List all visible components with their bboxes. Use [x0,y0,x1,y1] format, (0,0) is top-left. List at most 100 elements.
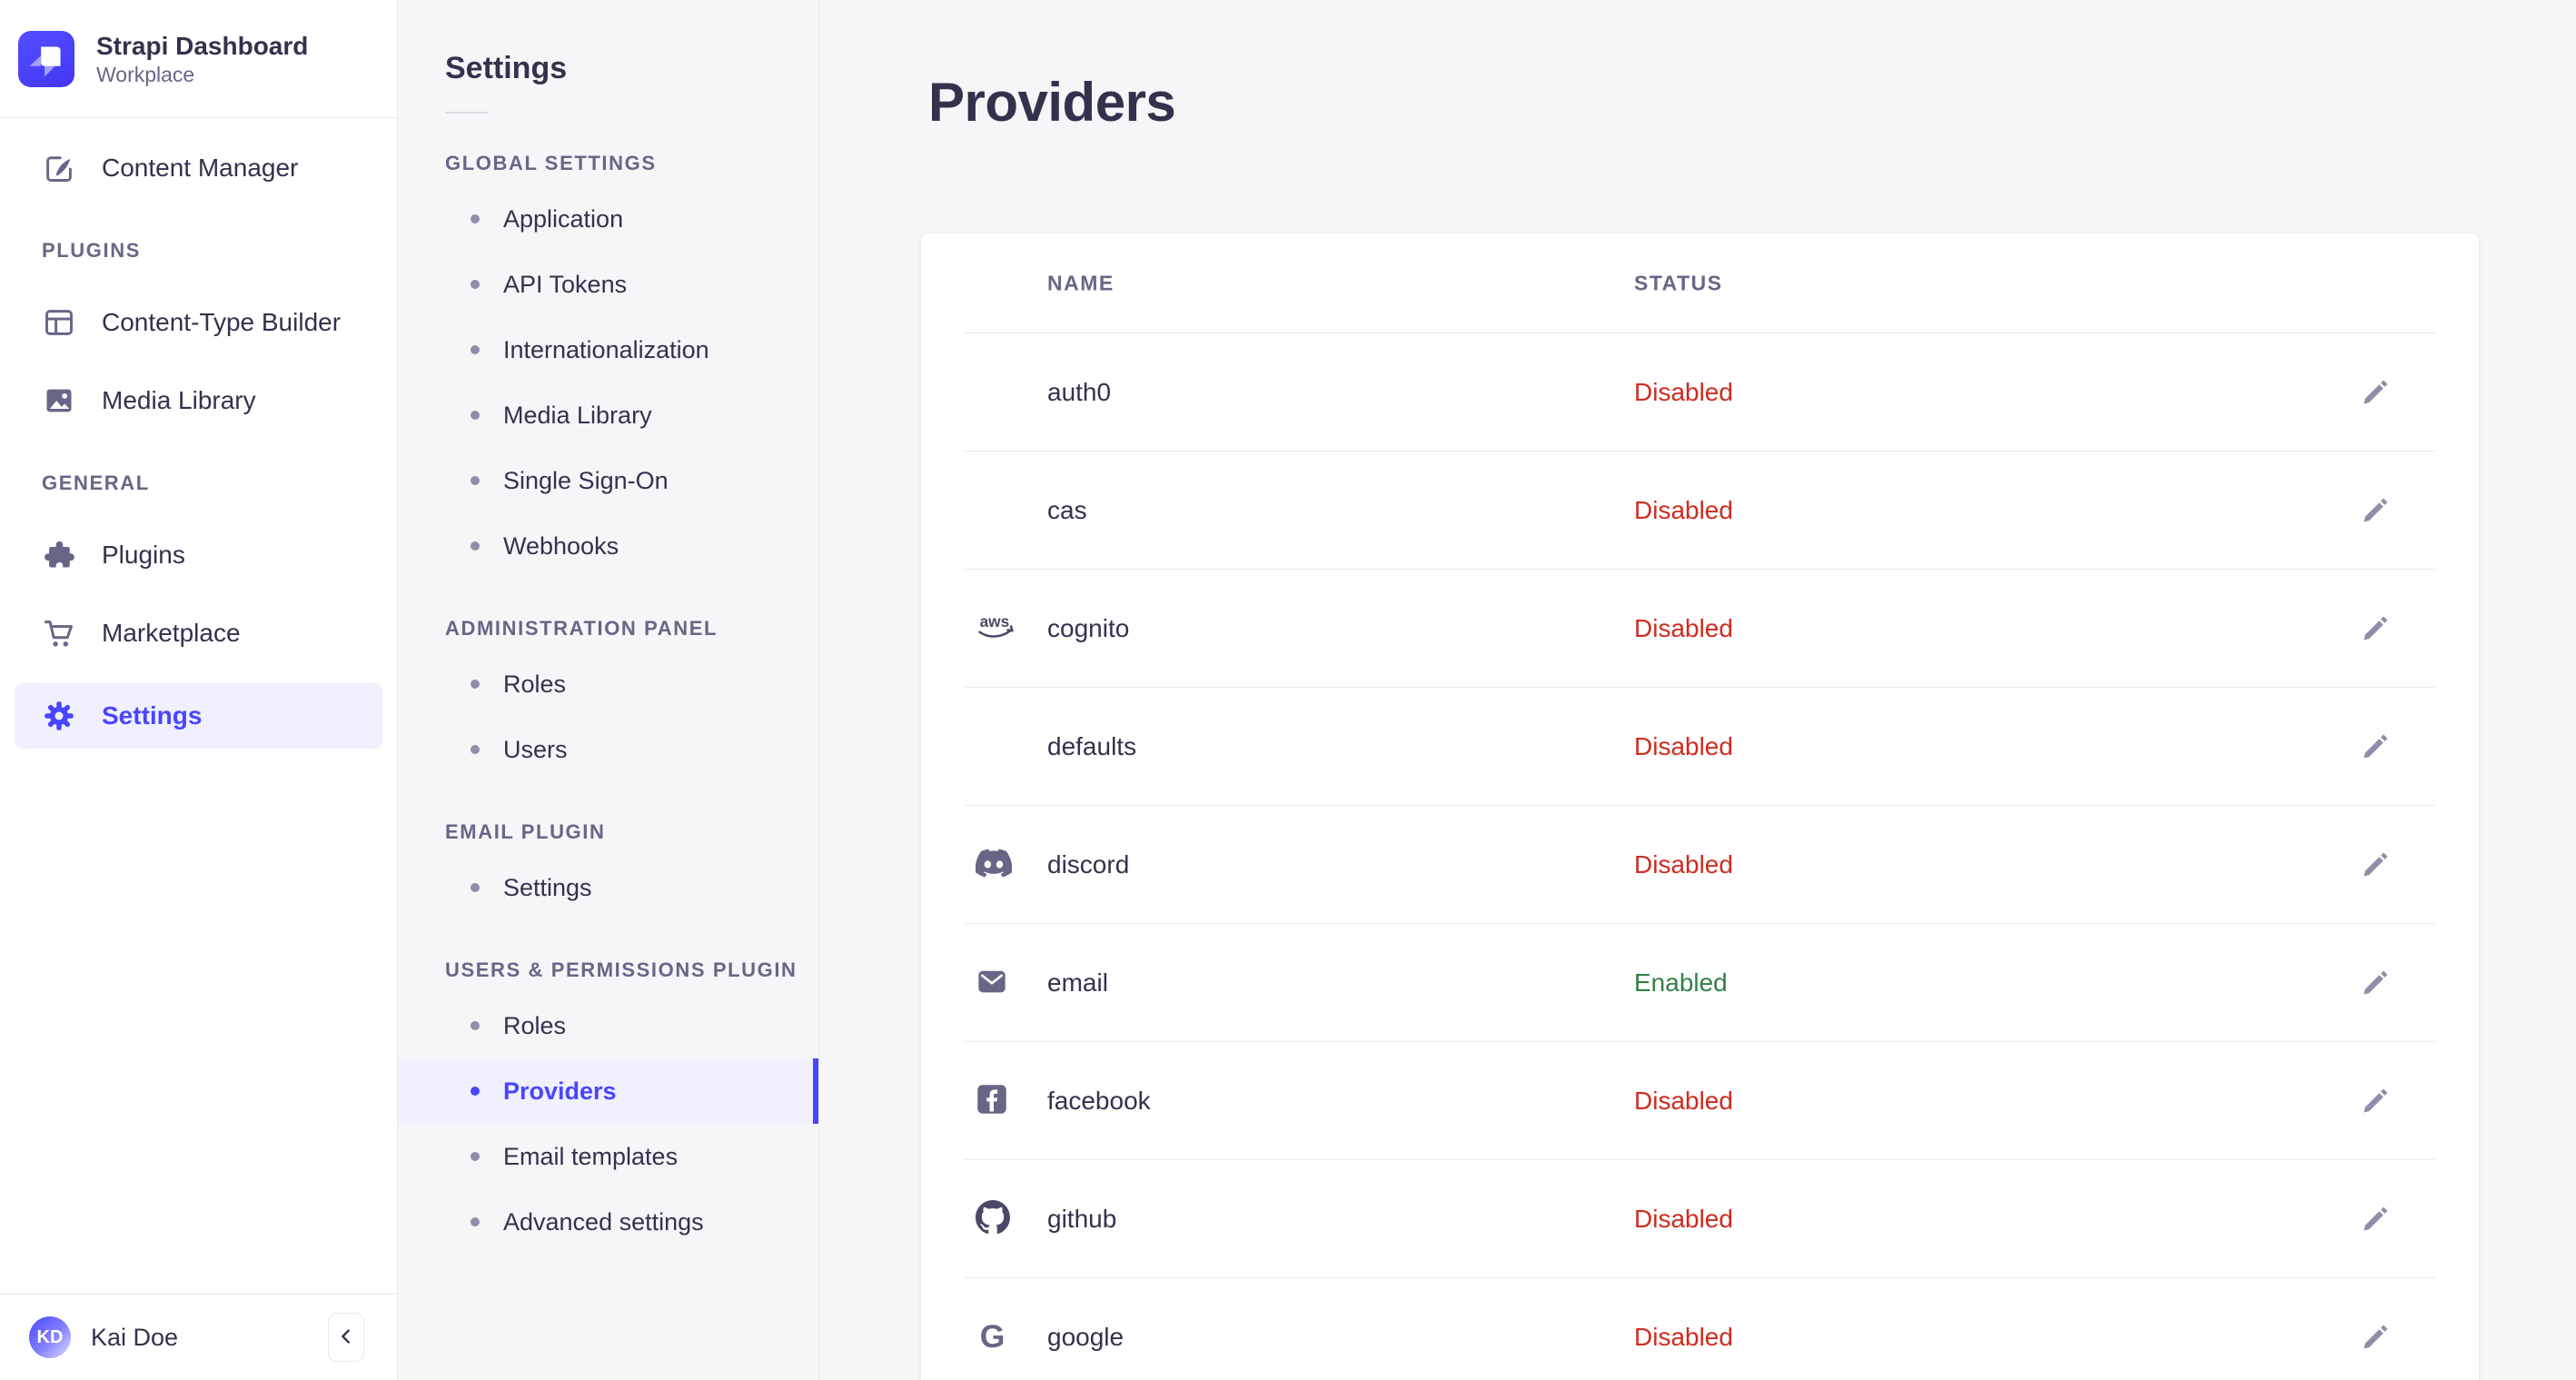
layout-grid-icon [42,305,76,340]
settings-nav-item-api-tokens[interactable]: API Tokens [398,252,818,317]
edit-provider-button[interactable] [2354,371,2398,414]
main-sidebar: Strapi Dashboard Workplace Content Manag… [0,0,398,1380]
settings-nav-item-settings[interactable]: Settings [398,855,818,920]
provider-row[interactable]: discord Disabled [921,806,2479,924]
pencil-icon [2361,849,2392,882]
sidebar-item-marketplace[interactable]: Marketplace [0,605,397,661]
edit-provider-button[interactable] [2354,1315,2398,1359]
main-content: Providers NAME STATUS auth0 Disabled cas… [819,0,2576,1380]
provider-row[interactable]: defaults Disabled [921,688,2479,806]
shopping-cart-icon [42,616,76,650]
user-name: Kai Doe [91,1323,179,1351]
bullet-icon [471,476,480,485]
sidebar-section-general: GENERAL [42,472,150,494]
bullet-icon [471,1087,480,1096]
pencil-icon [2361,967,2392,1000]
settings-nav-item-label: Webhooks [503,531,619,560]
workspace-brand[interactable]: Strapi Dashboard Workplace [0,0,397,118]
provider-name: github [1047,1205,1117,1233]
bullet-icon [471,745,480,754]
provider-row[interactable]: aws cognito Disabled [921,570,2479,688]
provider-status: Disabled [1634,378,1733,406]
sidebar-item-content-manager[interactable]: Content Manager [0,140,397,196]
edit-provider-button[interactable] [2354,1079,2398,1123]
settings-nav-item-roles[interactable]: Roles [398,993,818,1058]
settings-nav-item-application[interactable]: Application [398,186,818,252]
settings-nav-section-label: USERS & PERMISSIONS PLUGIN [445,958,798,981]
settings-nav-item-roles[interactable]: Roles [398,651,818,717]
sidebar-item-media-library[interactable]: Media Library [0,372,397,429]
edit-provider-button[interactable] [2354,843,2398,887]
edit-provider-button[interactable] [2354,607,2398,650]
pencil-icon [2361,730,2392,764]
settings-nav-section-label: ADMINISTRATION PANEL [445,617,718,640]
settings-nav-item-label: Internationalization [503,335,709,363]
settings-nav-section-label: GLOBAL SETTINGS [445,152,657,174]
settings-nav-item-label: Roles [503,1011,567,1039]
provider-name: defaults [1047,732,1137,760]
settings-nav-item-providers[interactable]: Providers [398,1058,818,1124]
sidebar-item-label: Settings [102,701,203,730]
sidebar-item-settings[interactable]: Settings [15,683,382,749]
sidebar-item-content-type-builder[interactable]: Content-Type Builder [0,294,397,351]
workspace-title: Strapi Dashboard [96,31,309,60]
provider-row[interactable]: github Disabled [921,1160,2479,1278]
picture-icon [42,383,76,418]
pencil-icon [2361,1203,2392,1236]
provider-name: auth0 [1047,378,1112,406]
column-header-name: NAME [1047,271,1115,294]
provider-row[interactable]: facebook Disabled [921,1042,2479,1160]
provider-status: Disabled [1634,732,1733,760]
sidebar-item-label: Media Library [102,386,256,414]
settings-nav-item-email-templates[interactable]: Email templates [398,1124,818,1189]
settings-nav-section: EMAIL PLUGIN Settings [398,809,818,920]
provider-row[interactable]: auth0 Disabled [921,333,2479,452]
provider-name: cognito [1047,614,1130,642]
bullet-icon [471,345,480,354]
avatar[interactable]: KD [29,1316,71,1358]
sidebar-item-plugins[interactable]: Plugins [0,527,397,583]
gear-icon [42,699,76,733]
provider-status: Disabled [1634,1087,1733,1115]
settings-nav-item-advanced-settings[interactable]: Advanced settings [398,1189,818,1255]
bullet-icon [471,214,480,223]
sidebar-nav: Content Manager PLUGINS Content-Type Bui… [0,118,397,1294]
bullet-icon [471,411,480,420]
settings-nav-item-users[interactable]: Users [398,717,818,782]
collapse-sidebar-button[interactable] [328,1313,364,1362]
sidebar-item-label: Content-Type Builder [102,308,342,336]
bullet-icon [471,541,480,551]
settings-nav-item-label: Users [503,735,568,763]
edit-provider-button[interactable] [2354,725,2398,769]
edit-provider-button[interactable] [2354,489,2398,532]
provider-row[interactable]: cas Disabled [921,452,2479,570]
settings-nav-item-single-sign-on[interactable]: Single Sign-On [398,448,818,513]
provider-row[interactable]: email Enabled [921,924,2479,1042]
page-title: Providers [928,72,1176,133]
settings-nav-item-label: Media Library [503,401,652,429]
sidebar-footer: KD Kai Doe [0,1294,397,1380]
edit-provider-button[interactable] [2354,961,2398,1005]
settings-nav-item-label: Settings [503,873,592,901]
google-icon: G [976,1318,1010,1357]
edit-provider-button[interactable] [2354,1197,2398,1241]
bullet-icon [471,280,480,289]
provider-name: facebook [1047,1087,1151,1115]
svg-text:aws: aws [980,612,1010,630]
column-header-status: STATUS [1634,271,1723,294]
settings-nav-item-media-library[interactable]: Media Library [398,382,818,448]
provider-name: google [1047,1323,1125,1351]
table-header: NAME STATUS [921,233,2479,333]
provider-name: discord [1047,850,1130,879]
facebook-icon [976,1083,1008,1120]
bullet-icon [471,1217,480,1226]
provider-row[interactable]: G google Disabled [921,1278,2479,1380]
pencil-icon [2361,376,2392,410]
settings-nav-section-label: EMAIL PLUGIN [445,820,606,843]
settings-subnav: Settings GLOBAL SETTINGS Application API… [398,0,819,1380]
settings-nav-item-internationalization[interactable]: Internationalization [398,317,818,382]
feather-pen-icon [42,151,76,185]
settings-nav-item-label: API Tokens [503,270,628,298]
settings-nav-item-webhooks[interactable]: Webhooks [398,513,818,579]
aws-icon: aws [976,611,1017,648]
